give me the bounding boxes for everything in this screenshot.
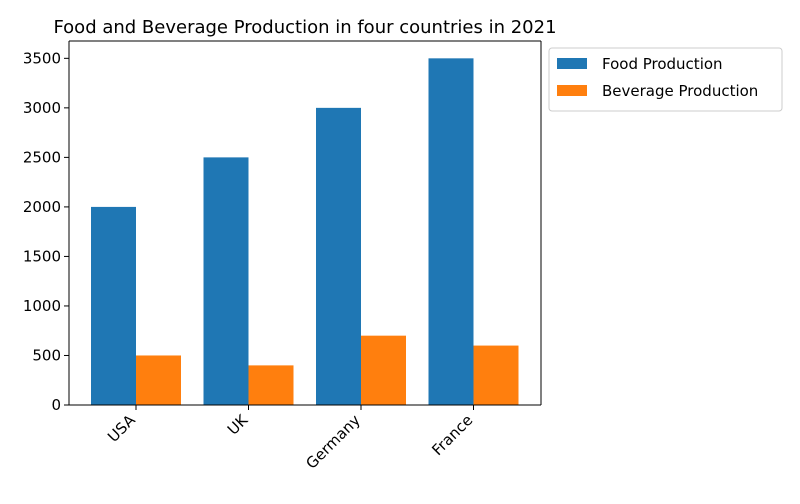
bar-beverage-germany [361, 335, 406, 405]
y-tick-label: 3000 [23, 99, 61, 117]
x-tick-label: France [428, 411, 476, 459]
legend-box [548, 47, 783, 112]
legend: Food Production Beverage Production [548, 47, 783, 112]
bar-food-uk [203, 157, 249, 405]
bar-food-germany [316, 107, 361, 405]
chart-title: Food and Beverage Production in four cou… [53, 17, 556, 38]
y-tick-label: 0 [51, 396, 61, 414]
bar-food-france [428, 58, 474, 405]
legend-label-beverage: Beverage Production [602, 82, 758, 100]
legend-swatch-food [557, 58, 587, 69]
bar-beverage-uk [248, 365, 294, 405]
x-tick-label: UK [224, 410, 252, 438]
y-tick-label: 3500 [23, 49, 61, 67]
y-tick-label: 2000 [23, 198, 61, 216]
plot-area: 0 500 1000 1500 2000 2500 3000 3500 USA UK Germany… [23, 40, 542, 473]
y-tick-label: 2500 [23, 148, 61, 166]
bar-beverage-france [473, 345, 519, 405]
y-tick-label: 1000 [23, 297, 61, 315]
legend-swatch-beverage [557, 85, 587, 96]
y-tick-label: 1500 [23, 247, 61, 265]
y-tick-label: 500 [32, 346, 61, 364]
bar-beverage-usa [136, 355, 181, 405]
x-tick-label: Germany [302, 411, 364, 473]
bar-food-usa [91, 206, 136, 405]
x-tick-label: USA [104, 411, 139, 446]
legend-label-food: Food Production [602, 55, 723, 73]
